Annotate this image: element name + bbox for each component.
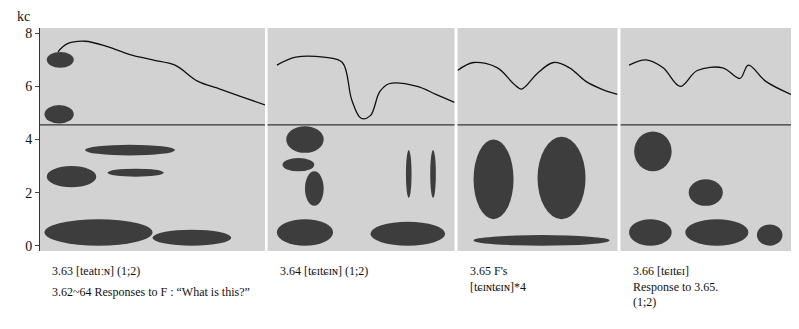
svg-text:3.64 [tɕɪtɕɪɴ] (1;2): 3.64 [tɕɪtɕɪɴ] (1;2) (280, 264, 368, 278)
svg-text:3.63 [teatɪːɴ] (1;2): 3.63 [teatɪːɴ] (1;2) (52, 264, 140, 278)
svg-text:kc: kc (17, 9, 30, 24)
svg-text:3.66 [tɕɪtɕɪ]Response to 3.65.: 3.66 [tɕɪtɕɪ]Response to 3.65.(1;2) (633, 264, 718, 309)
svg-text:2: 2 (25, 186, 32, 201)
svg-text:3.65 F's[tɕɪɴtɕɪɴ]*4: 3.65 F's[tɕɪɴtɕɪɴ]*4 (470, 264, 526, 294)
svg-text:6: 6 (25, 79, 32, 94)
svg-text:4: 4 (25, 132, 32, 147)
svg-text:0: 0 (25, 239, 32, 254)
svg-text:3.62~64 Responses to F : “What: 3.62~64 Responses to F : “What is this?” (52, 285, 250, 299)
svg-text:8: 8 (25, 26, 32, 41)
